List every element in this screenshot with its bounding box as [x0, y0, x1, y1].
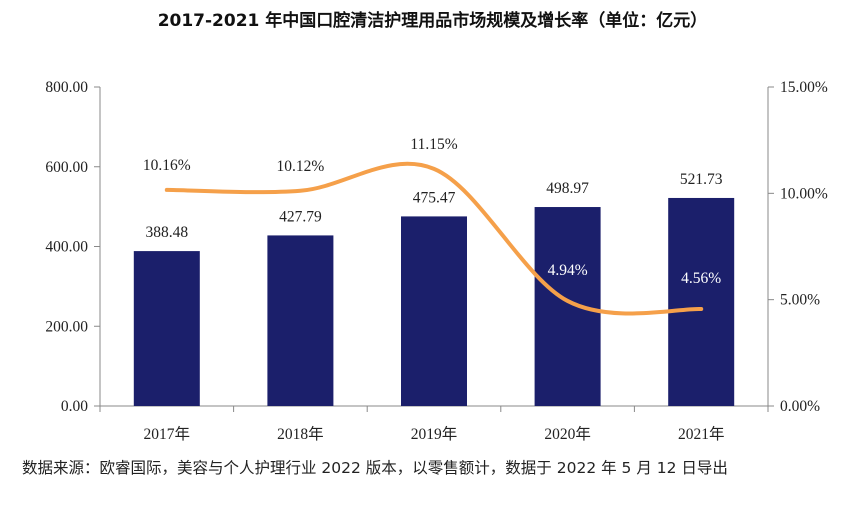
line-value-label: 10.16%: [143, 157, 191, 174]
y-left-tick-label: 600.00: [45, 159, 88, 176]
y-right-tick-label: 15.00%: [780, 79, 828, 96]
y-left-tick-label: 0.00: [61, 398, 88, 415]
chart-title: 2017-2021 年中国口腔清洁护理用品市场规模及增长率（单位：亿元）: [157, 11, 708, 31]
bar-value-label: 427.79: [279, 208, 322, 225]
bar-value-label: 388.48: [145, 224, 188, 241]
bar: [133, 251, 200, 406]
x-tick-label: 2018年: [277, 425, 324, 443]
y-left-tick-label: 400.00: [45, 239, 88, 256]
y-right-tick-label: 0.00%: [780, 398, 820, 415]
x-tick-label: 2017年: [144, 425, 191, 443]
line-value-label: 10.12%: [277, 158, 325, 175]
bar-value-label: 498.97: [546, 180, 589, 197]
y-left-tick-label: 800.00: [45, 79, 88, 96]
y-right-tick-label: 5.00%: [780, 292, 820, 309]
line-value-label: 4.56%: [681, 270, 721, 287]
bar-value-label: 521.73: [680, 171, 723, 188]
source-note: 数据来源：欧睿国际，美容与个人护理行业 2022 版本，以零售额计，数据于 20…: [22, 459, 728, 477]
y-left-tick-label: 200.00: [45, 318, 88, 335]
x-tick-label: 2019年: [411, 425, 458, 443]
line-value-label: 4.94%: [548, 262, 588, 279]
x-tick-label: 2020年: [544, 425, 591, 443]
growth-rate-line: [164, 161, 704, 316]
y-right-tick-label: 10.00%: [780, 185, 828, 202]
bar: [401, 216, 467, 406]
bar: [267, 235, 334, 406]
line-value-label: 11.15%: [410, 136, 457, 153]
x-tick-label: 2021年: [678, 425, 725, 443]
bar: [668, 197, 735, 406]
combo-chart: 0.00 200.00 400.00 600.00 800.00 0.00% 5.00% 10…: [45, 79, 828, 443]
bar: [534, 207, 601, 406]
bar-value-label: 475.47: [413, 189, 456, 206]
